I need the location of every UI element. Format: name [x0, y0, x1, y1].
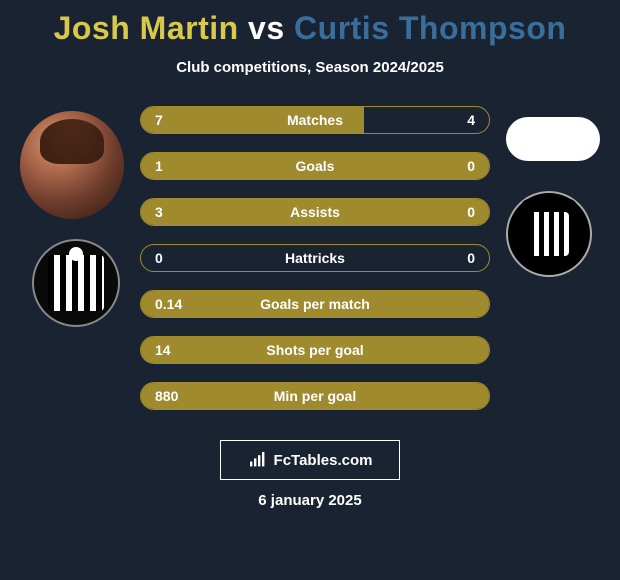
stat-label: Goals: [296, 158, 335, 174]
stat-label: Assists: [290, 204, 340, 220]
brand-badge: FcTables.com: [220, 440, 400, 480]
stat-value-left: 14: [155, 342, 171, 358]
footer-date: 6 january 2025: [8, 492, 612, 509]
stat-label: Matches: [287, 112, 343, 128]
stat-value-left: 0: [155, 250, 163, 266]
stat-label: Shots per goal: [266, 342, 363, 358]
stat-label: Goals per match: [260, 296, 370, 312]
stat-value-left: 880: [155, 388, 178, 404]
stat-value-left: 3: [155, 204, 163, 220]
chart-icon: [248, 452, 268, 468]
stat-row: 880 Min per goal: [140, 382, 490, 410]
player2-club-badge: [506, 191, 592, 277]
badge-shield-icon: [521, 199, 577, 269]
stat-value-right: 0: [467, 158, 475, 174]
title-heading: Josh Martin vs Curtis Thompson: [8, 10, 612, 47]
right-avatar-column: [506, 111, 600, 277]
badge-stripes-icon: [48, 255, 104, 311]
stat-value-left: 1: [155, 158, 163, 174]
subtitle: Club competitions, Season 2024/2025: [8, 59, 612, 76]
stat-value-left: 0.14: [155, 296, 182, 312]
vs-text: vs: [248, 10, 285, 46]
stat-row: 1 Goals 0: [140, 152, 490, 180]
stats-list: 7 Matches 4 1 Goals 0 3 Assists 0 0 Hattricks 0 0.14…: [140, 106, 490, 410]
stat-label: Min per goal: [274, 388, 356, 404]
main-content: 7 Matches 4 1 Goals 0 3 Assists 0 0 Hattricks 0 0.14…: [8, 106, 612, 410]
player2-name: Curtis Thompson: [294, 10, 566, 46]
player1-avatar: [20, 111, 124, 219]
stat-row: 3 Assists 0: [140, 198, 490, 226]
brand-text: FcTables.com: [274, 452, 373, 469]
player1-name: Josh Martin: [54, 10, 239, 46]
stat-value-right: 0: [467, 250, 475, 266]
stat-row: 7 Matches 4: [140, 106, 490, 134]
left-avatar-column: [20, 111, 124, 327]
stat-label: Hattricks: [285, 250, 345, 266]
stat-row: 0.14 Goals per match: [140, 290, 490, 318]
stat-row: 0 Hattricks 0: [140, 244, 490, 272]
stat-row: 14 Shots per goal: [140, 336, 490, 364]
stat-value-right: 4: [467, 112, 475, 128]
player1-club-badge: [32, 239, 120, 327]
comparison-card: Josh Martin vs Curtis Thompson Club comp…: [0, 0, 620, 580]
stat-value-left: 7: [155, 112, 163, 128]
stat-value-right: 0: [467, 204, 475, 220]
player2-avatar: [506, 117, 600, 161]
